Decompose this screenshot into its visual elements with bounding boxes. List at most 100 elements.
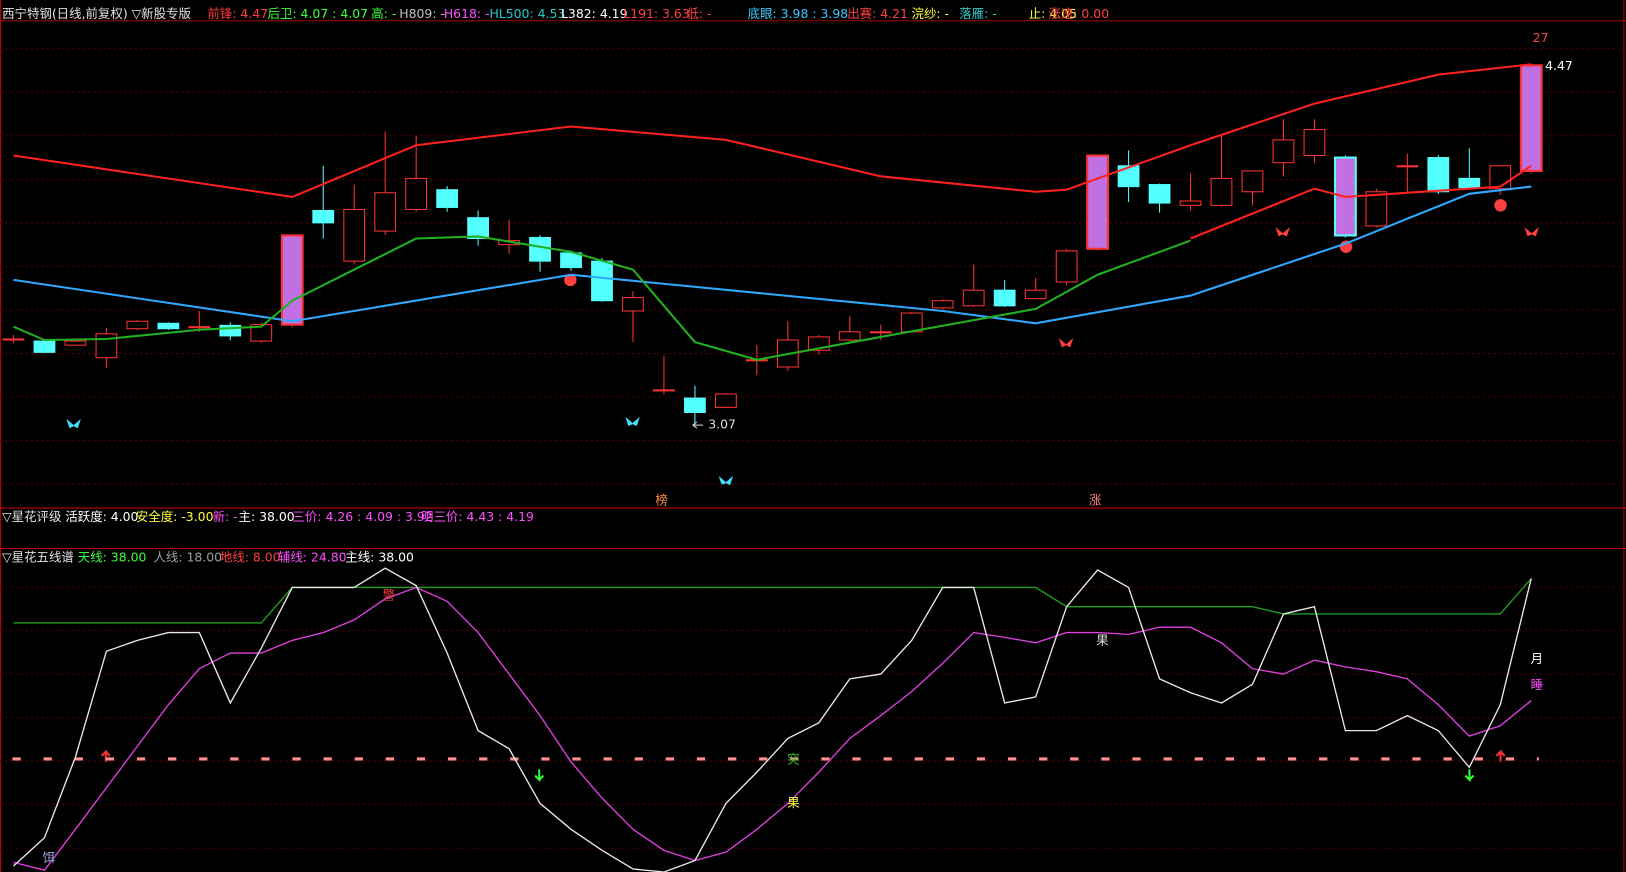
header-item: 主线: 38.00 (345, 549, 414, 564)
candle-body (374, 192, 397, 232)
candle-body (157, 322, 180, 330)
header-item: 低: - (686, 6, 711, 21)
candle-body (1272, 139, 1295, 164)
candle-body (1148, 184, 1171, 204)
indicator-line (13, 235, 1191, 361)
candle-body (126, 320, 149, 330)
header-item: 底眼: 3.98 : 3.98 (748, 6, 849, 21)
candle-body (33, 340, 56, 353)
butterfly-icon (625, 416, 640, 427)
series-line (13, 586, 1532, 871)
header-item: 三价: 4.26 : 4.09 : 3.92 (292, 509, 432, 524)
header-item: 止: 4.05 (1029, 6, 1077, 21)
annotation: 月 (1531, 651, 1543, 666)
candle-body (1241, 170, 1264, 193)
annotation: 涨 (1089, 492, 1102, 507)
header-item: 主: 38.00 (239, 509, 295, 524)
header-item: 浣纱: - (912, 6, 950, 21)
candle-body (405, 177, 428, 211)
header-item: ▽星花五线谱 (2, 549, 74, 564)
header-item: L191: 3.63 (623, 6, 690, 21)
header-item: 安全度: -3.00 (136, 509, 214, 524)
header-item: 前锋: 4.47 (207, 6, 268, 21)
header-item: L382: 4.19 (561, 6, 628, 21)
candle-body (219, 324, 242, 337)
candle-body (715, 393, 737, 408)
header-item: 活跃度: 4.00 (65, 509, 138, 524)
annotation: 果 (787, 795, 799, 810)
header-item: 落雁: - (959, 6, 997, 21)
annotation: 27 (1533, 30, 1549, 45)
candle-body (1427, 157, 1450, 193)
header-item: 地线: 8.00 (220, 549, 281, 564)
candle-body (993, 289, 1016, 307)
annotation: 饵 (43, 850, 55, 865)
annotation: 果 (1096, 632, 1108, 647)
header-item: H618: - (444, 6, 490, 21)
candle-body (869, 331, 892, 334)
candle-body (64, 340, 87, 346)
candle-body (280, 234, 304, 326)
annotation: 警 (383, 588, 395, 603)
header-item: 辅线: 24.80 (278, 549, 347, 564)
candle-body (684, 397, 706, 413)
header-item: HL500: 4.53 (489, 6, 565, 21)
header-item: 人线: 18.00 (153, 549, 222, 564)
candle-body (1055, 250, 1078, 283)
candle-body (1519, 64, 1543, 172)
candle-body (436, 189, 459, 208)
candle-body (250, 324, 273, 342)
arrow-icon (1464, 769, 1475, 783)
candle-body (1458, 177, 1481, 189)
candle-body (188, 326, 211, 329)
indicator-line (13, 185, 1532, 325)
header-item: 新: - (213, 509, 238, 524)
candle-body (931, 300, 954, 309)
header-item: ▽星花评级 (2, 509, 61, 524)
candle-body (622, 297, 644, 312)
icons (66, 199, 1539, 783)
candle-body (838, 331, 861, 341)
candle-body (1210, 177, 1233, 206)
annotation: 突 (787, 752, 799, 767)
candle-body (560, 252, 582, 269)
butterfly-icon (1275, 227, 1291, 237)
candle-body (1086, 154, 1110, 250)
header-item: 后卫: 4.07 : 4.07 (268, 6, 369, 21)
butterfly-icon (1058, 338, 1074, 348)
annotation: 4.47 (1545, 58, 1573, 73)
candle-body (1365, 191, 1388, 227)
header-item: 出赛: 4.21 (847, 6, 908, 21)
butterfly-icon (1524, 227, 1539, 237)
butterfly-icon (718, 475, 734, 486)
candle-body (467, 217, 489, 240)
candle-body (653, 389, 675, 392)
header-item: 高: - (371, 6, 396, 21)
candle-body (1024, 289, 1047, 300)
butterfly-icon (66, 418, 81, 429)
candle-body (591, 260, 613, 302)
candle-body (1117, 165, 1140, 188)
candle-body (343, 208, 366, 262)
series-line (13, 577, 1532, 624)
candle-body (1489, 165, 1512, 190)
header-item: 西宁特钢(日线,前复权) ▽新股专版 (2, 6, 191, 21)
candle-body (529, 236, 551, 262)
header-item: 天线: 38.00 (78, 549, 147, 564)
annotation: 榜 (655, 492, 667, 507)
arrow-icon (534, 769, 545, 783)
candle-body (1179, 200, 1202, 206)
candle-body (1396, 165, 1419, 168)
series-line (13, 567, 1532, 872)
candle-body (962, 289, 985, 307)
candle-body (2, 338, 25, 341)
arrow-icon (1495, 749, 1506, 763)
header-item: 涨速: 0.00 (1048, 6, 1109, 21)
annotation: 3.07 (708, 417, 736, 432)
candle-body (1303, 129, 1326, 157)
header-item: H809: - (399, 6, 445, 21)
candle-body (312, 209, 335, 224)
